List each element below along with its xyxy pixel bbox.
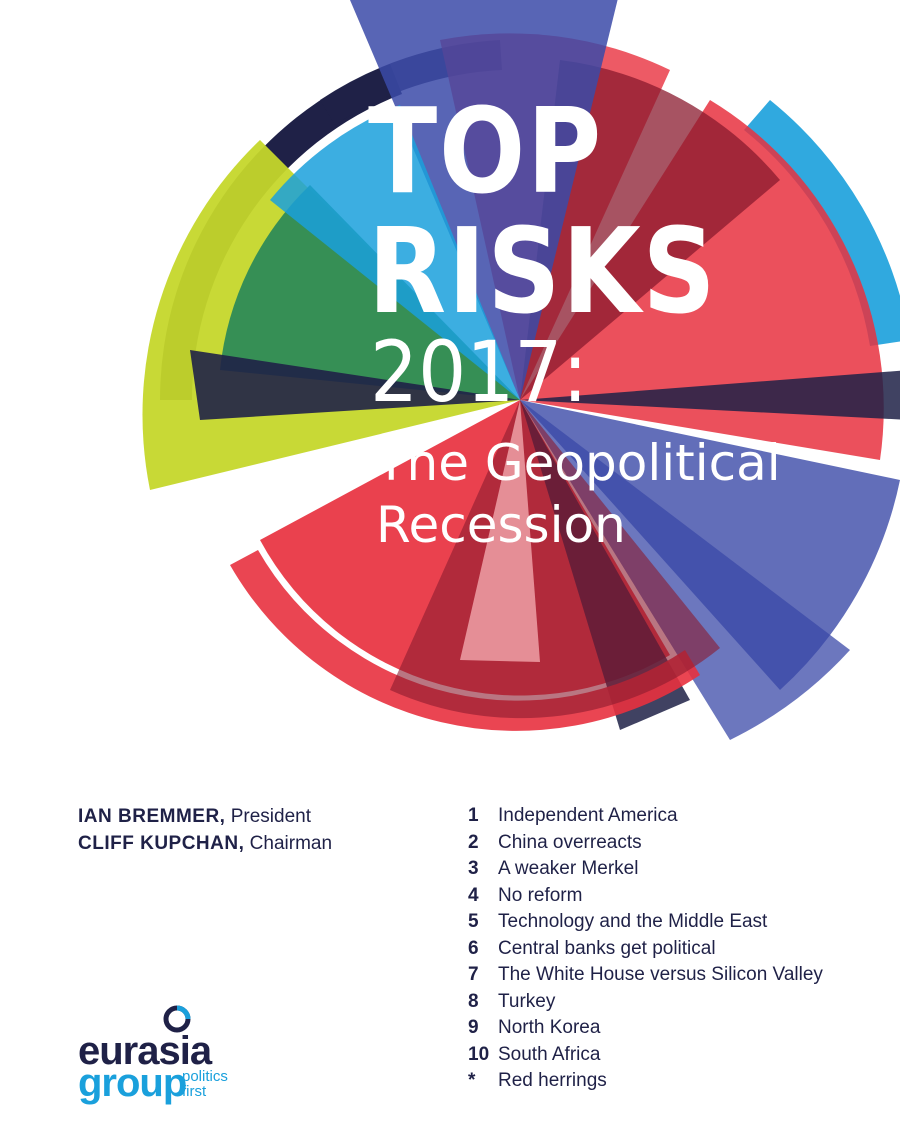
risk-label: No reform [498,884,583,906]
sector-navy-center [190,350,520,420]
risk-item: 5 Technology and the Middle East [468,909,823,936]
author-role: President [230,806,312,827]
risk-item: 10 South Africa [468,1042,823,1069]
cover-artwork [142,0,900,740]
risk-item: 3 A weaker Merkel [468,856,823,883]
sector-indigo-br2 [520,400,850,740]
risk-number: 5 [468,911,479,932]
risk-label: Technology and the Middle East [498,911,768,932]
author-role: Chairman [249,833,333,854]
risk-number: 1 [468,805,479,826]
risk-item: 6 Central banks get political [468,936,823,963]
sector-pink [460,400,540,662]
arc-red-bottom [230,550,700,731]
risk-number: 2 [468,831,479,853]
logo-tagline-line1: politics [182,1068,228,1085]
risks-list: 1 Independent America 2 China overreacts 3… [468,803,823,1095]
logo-word-group: group [78,1061,187,1105]
risk-label: North Korea [498,1017,601,1038]
risk-item: 4 No reform [468,883,823,910]
risk-item: 2 China overreacts [468,830,823,857]
risk-number: 8 [468,990,479,1012]
risk-number: * [468,1070,476,1091]
logo-tagline: politics first [182,1069,228,1099]
sector-navy-right [520,370,900,420]
risk-number: 10 [468,1043,490,1065]
risk-number: 6 [468,937,479,959]
risk-label: The White House versus Silicon Valley [498,964,823,985]
risk-number: 4 [468,884,479,906]
sector-blue-top [350,0,618,400]
author-row: IAN BREMMER, President [78,803,332,830]
logo-word-eurasia: eurasia [78,1029,212,1073]
risk-label: Independent America [498,805,678,826]
author-row: CLIFF KUPCHAN, Chairman [78,830,332,857]
risk-label: China overreacts [498,831,642,853]
logo-mark-icon [163,1005,191,1033]
logo-tagline-line2: first [182,1083,207,1100]
sector-green [220,185,520,400]
sector-red-right [520,100,884,460]
risk-number: 7 [468,964,479,985]
eurasia-group-logo: eurasia group politics first [78,1005,258,1105]
risk-item: 9 North Korea [468,1015,823,1042]
risk-number: 9 [468,1017,479,1038]
risk-label: Turkey [498,990,556,1012]
author-name: CLIFF KUPCHAN, [78,833,245,854]
risk-item: 7 The White House versus Silicon Valley [468,962,823,989]
risk-number: 3 [468,858,479,879]
sector-darkred [520,60,780,400]
risk-label: South Africa [498,1043,601,1065]
author-name: IAN BREMMER, [78,806,226,827]
risk-item: 8 Turkey [468,989,823,1016]
risk-item: 1 Independent America [468,803,823,830]
risk-label: Central banks get political [498,937,716,959]
risk-label: A weaker Merkel [498,858,639,879]
sector-cyan [270,105,520,400]
authors-block: IAN BREMMER, President CLIFF KUPCHAN, Ch… [78,803,332,857]
risk-label: Red herrings [498,1070,607,1091]
risk-item: * Red herrings [468,1068,823,1095]
